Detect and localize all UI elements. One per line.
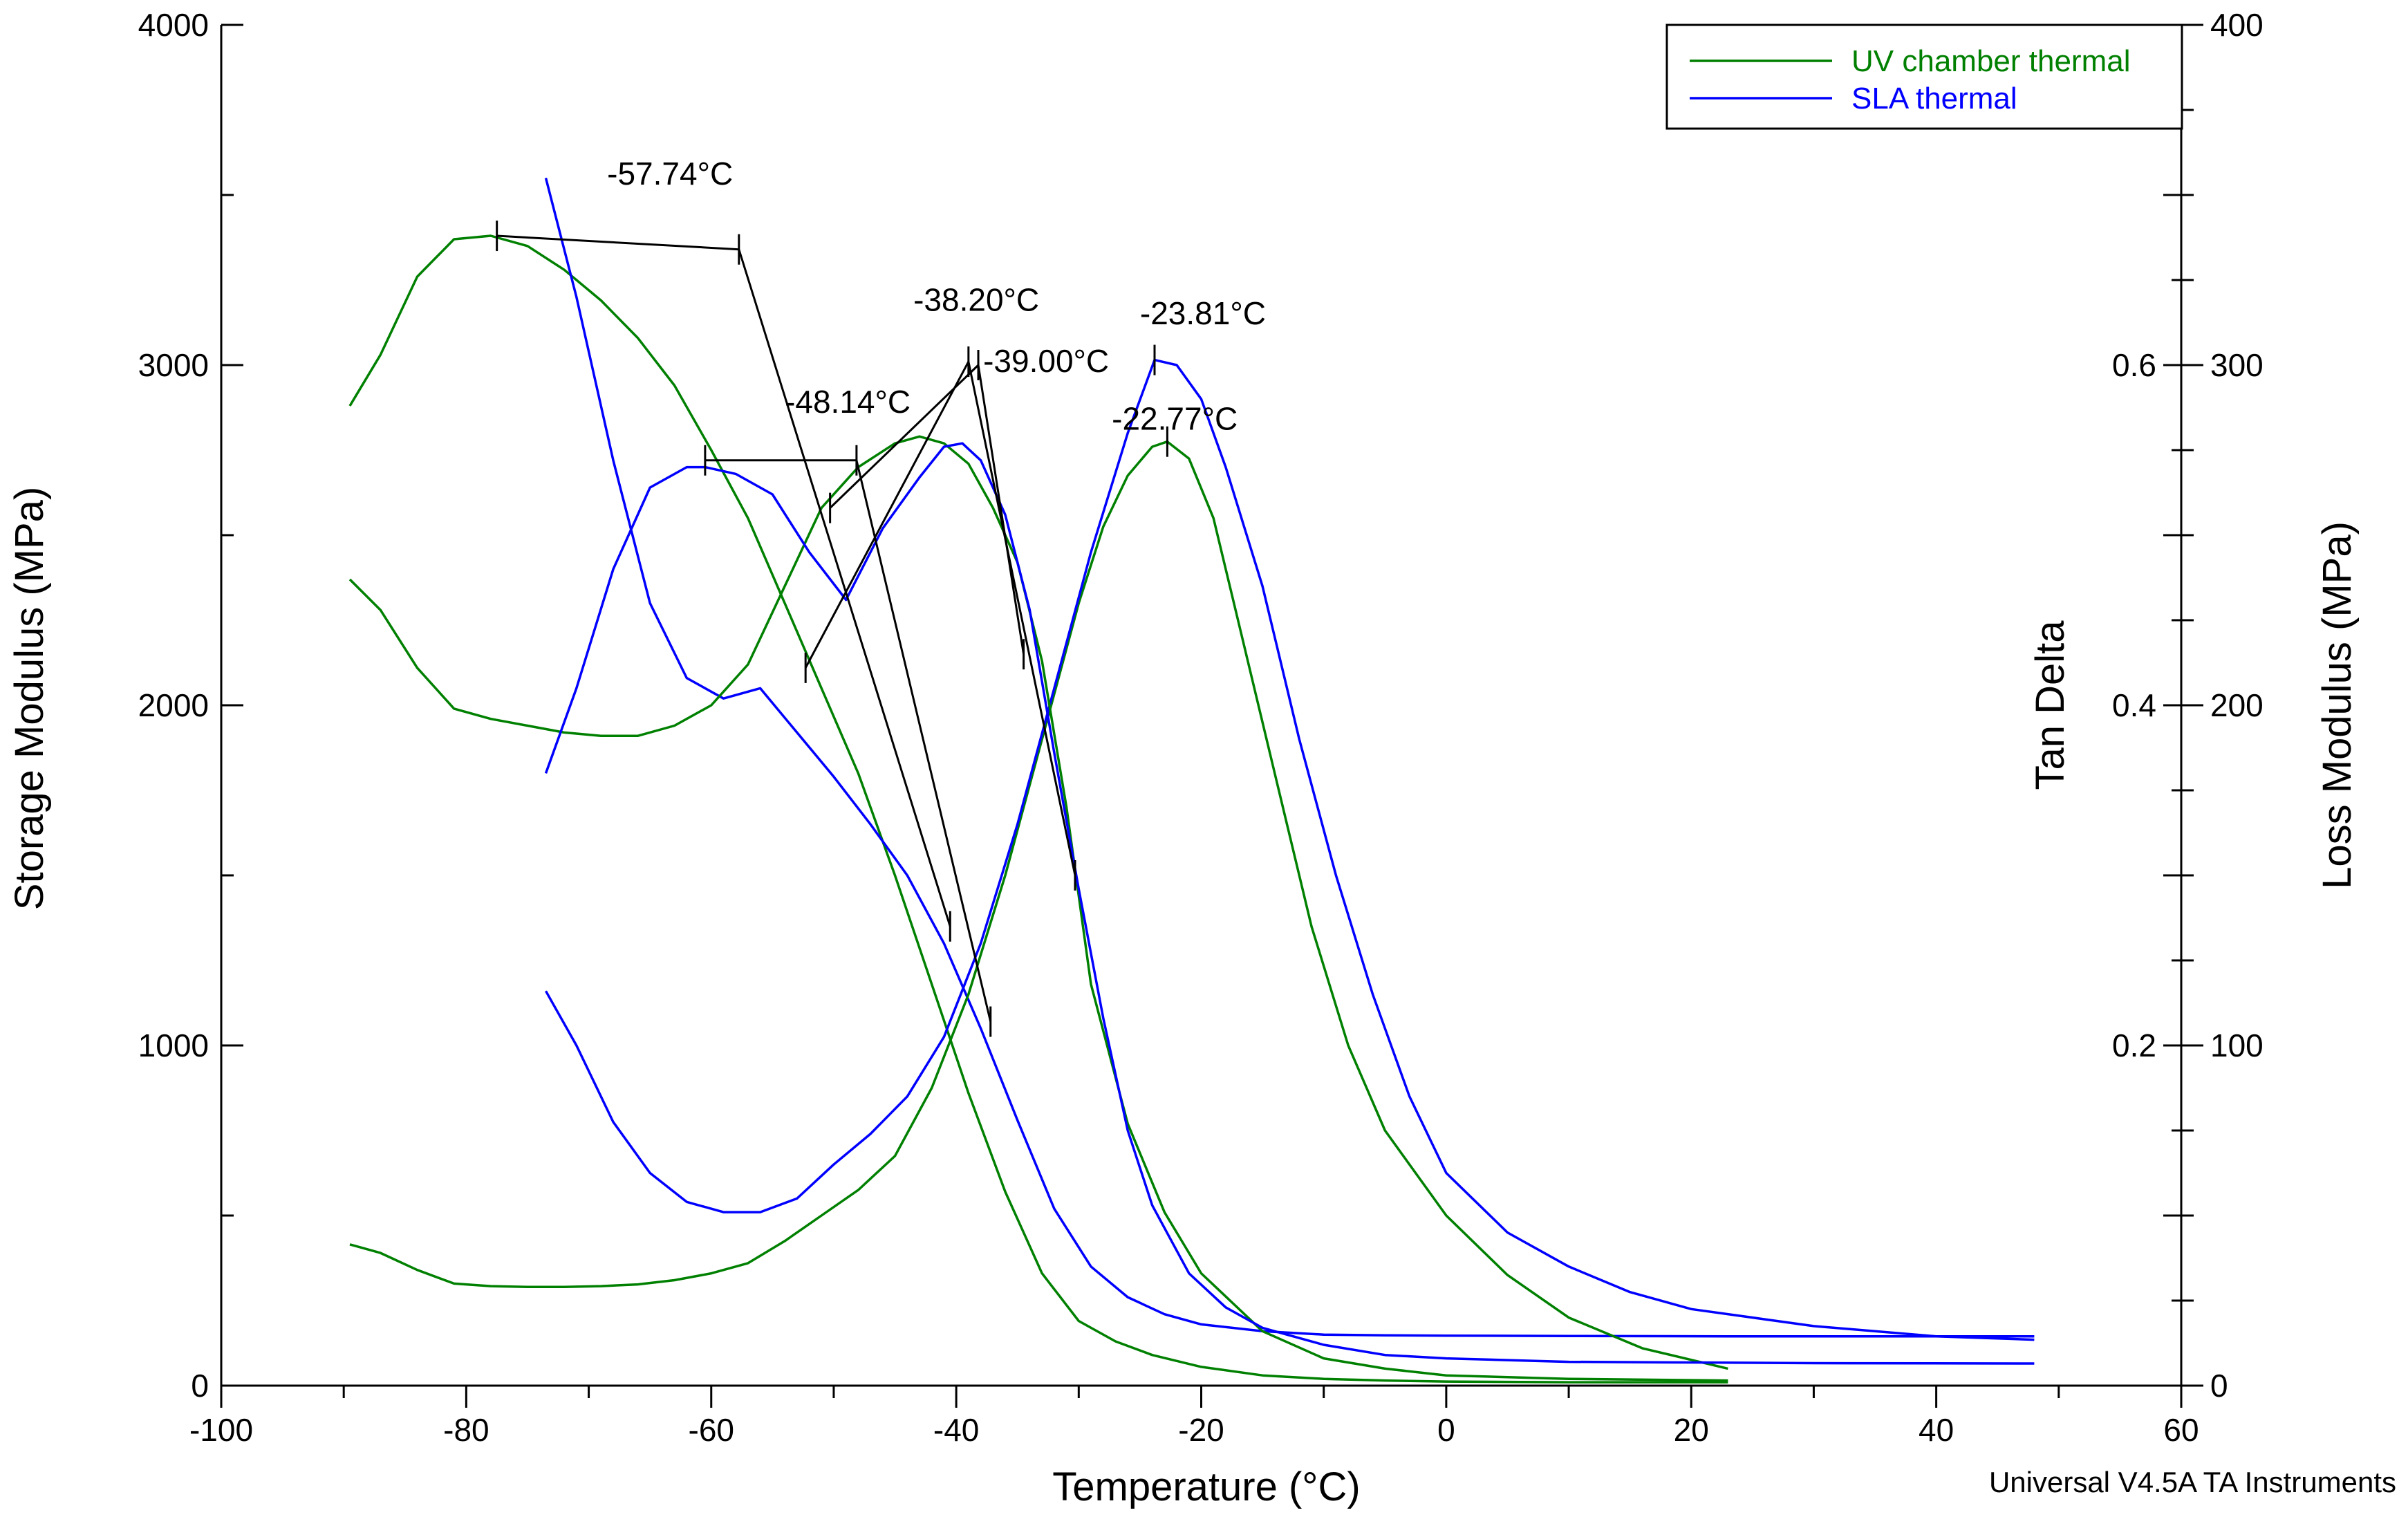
onset-line-sla-storage-tangent (855, 460, 992, 1022)
x-tick-label: -80 (443, 1412, 489, 1448)
series-line-4 (348, 435, 1728, 1382)
y-loss-tick-label: 100 (2210, 1027, 2264, 1063)
annotation-label: -48.14°C (785, 384, 911, 420)
peak-line-sla-loss (804, 361, 970, 669)
peak-line-sla-loss-right (967, 361, 1076, 876)
x-tick-label: -100 (189, 1412, 253, 1448)
y-storage-tick-label: 2000 (138, 687, 209, 723)
onset-line-uv-storage-tangent (738, 249, 951, 927)
legend-label-sla: SLA thermal (1851, 82, 2017, 115)
y-tan-tick-label: 0.6 (2112, 347, 2156, 383)
y-tan-tick-label: 0.4 (2112, 687, 2156, 723)
y-storage-tick-label: 3000 (138, 347, 209, 383)
series-line-0 (348, 234, 1728, 1384)
x-tick-label: -60 (689, 1412, 734, 1448)
series-line-3 (544, 358, 2035, 1341)
x-tick-label: -20 (1178, 1412, 1224, 1448)
y-loss-tick-label: 0 (2210, 1368, 2228, 1404)
onset-line-uv-storage (496, 234, 739, 251)
x-tick-label: 20 (1674, 1412, 1709, 1448)
footer-credit: Universal V4.5A TA Instruments (1989, 1466, 2396, 1498)
y-axis-label-tan-delta: Tan Delta (2028, 620, 2073, 790)
annotation-label: -22.77°C (1112, 400, 1238, 436)
y-axis-label-loss: Loss Modulus (MPa) (2315, 521, 2360, 889)
y-storage-tick-label: 4000 (138, 7, 209, 43)
annotation-label: -23.81°C (1140, 295, 1266, 331)
x-tick-label: -40 (933, 1412, 979, 1448)
series-line-5 (544, 442, 2035, 1365)
y-loss-tick-label: 400 (2210, 7, 2264, 43)
y-storage-tick-label: 1000 (138, 1027, 209, 1063)
x-tick-label: 40 (1919, 1412, 1954, 1448)
series-lines (348, 177, 2035, 1384)
y-tan-tick-label: 0.2 (2112, 1027, 2156, 1063)
annotation-label: -39.00°C (983, 343, 1109, 379)
tick-labels: -100 -80 -60 -40 -20 0 20 40 6001000200030004000… (138, 7, 2264, 1448)
legend-label-uv: UV chamber thermal (1851, 44, 2130, 78)
y-loss-tick-label: 200 (2210, 687, 2264, 723)
x-axis-label: Temperature (°C) (1052, 1464, 1360, 1509)
annotation-label: -38.20°C (913, 281, 1039, 317)
series-line-2 (349, 440, 1728, 1370)
x-tick-label: 60 (2163, 1412, 2199, 1448)
annotation-label: -57.74°C (607, 156, 733, 192)
legend-box (1665, 24, 2183, 130)
peak-annotations: -57.74°C -48.14°C -38.20°C -39.00°C -23.81°C… (496, 156, 1266, 1037)
series-line-1 (544, 177, 2035, 1338)
x-tick-label: 0 (1437, 1412, 1455, 1448)
legend: UV chamber thermal SLA thermal (1665, 24, 2183, 130)
peak-line-uv-loss-right (977, 364, 1025, 655)
axes (220, 24, 2203, 1408)
y-loss-tick-label: 300 (2210, 347, 2264, 383)
y-axis-label-storage: Storage Modulus (MPa) (7, 487, 52, 910)
y-storage-tick-label: 0 (191, 1368, 209, 1404)
